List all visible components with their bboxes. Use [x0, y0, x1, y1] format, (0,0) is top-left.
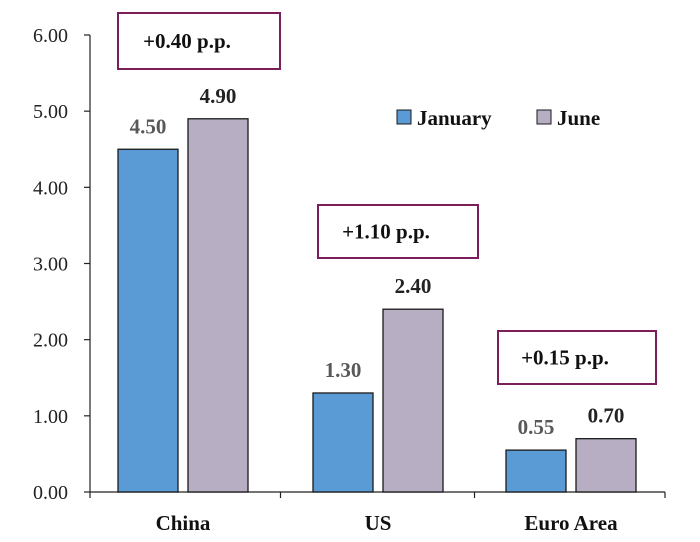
y-tick-label: 2.00: [33, 330, 68, 352]
x-tick-label: China: [156, 511, 211, 535]
y-tick-label: 1.00: [33, 406, 68, 428]
bars: [117, 118, 637, 493]
axes: 0.00 1.00 2.00 3.00 4.00 5.00 6.00 China US Euro …: [33, 25, 666, 535]
legend-swatch: [396, 109, 412, 125]
data-label: 0.55: [518, 415, 555, 439]
value-labels: 4.50 1.30 0.55 4.90 2.40 0.70: [130, 84, 625, 439]
y-tick-label: 3.00: [33, 254, 68, 276]
bar: [382, 308, 444, 493]
bar: [505, 449, 567, 493]
data-label: 2.40: [395, 274, 432, 298]
annotations: +0.40 p.p. +1.10 p.p. +0.15 p.p.: [117, 12, 657, 385]
data-label: 0.70: [588, 404, 625, 428]
annotation-text: +0.40 p.p.: [143, 29, 231, 53]
annotation-text: +0.15 p.p.: [521, 346, 609, 370]
annotation-box: [317, 204, 479, 259]
y-tick-label: 0.00: [33, 482, 68, 504]
legend-swatch: [536, 109, 552, 125]
x-tick-label: US: [365, 511, 392, 535]
bar: [187, 118, 249, 493]
data-label: 1.30: [325, 358, 362, 382]
legend: January June: [396, 106, 600, 130]
bar: [575, 438, 637, 493]
annotation-text: +1.10 p.p.: [342, 220, 430, 244]
y-tick-label: 4.00: [33, 177, 68, 199]
legend-label: June: [557, 106, 600, 130]
bar: [312, 392, 374, 493]
y-tick-label: 5.00: [33, 101, 68, 123]
legend-label: January: [417, 106, 492, 130]
x-tick-label: Euro Area: [524, 511, 618, 535]
data-label: 4.50: [130, 114, 167, 138]
annotation-box: [497, 330, 657, 385]
bar: [117, 148, 179, 493]
annotation-box: [117, 12, 281, 70]
y-tick-label: 6.00: [33, 25, 68, 47]
data-label: 4.90: [200, 84, 237, 108]
